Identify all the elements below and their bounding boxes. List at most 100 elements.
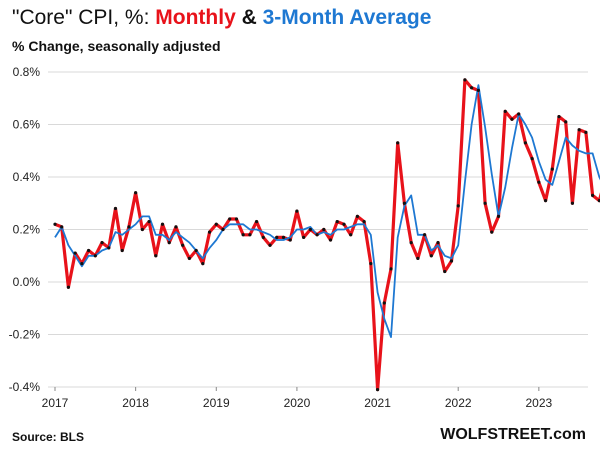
- series-lines: [54, 78, 600, 392]
- monthly-point: [483, 201, 487, 205]
- monthly-point: [436, 241, 440, 245]
- y-tick-label: -0.2%: [9, 328, 41, 342]
- monthly-point: [248, 233, 252, 237]
- monthly-point: [100, 241, 104, 245]
- monthly-point: [80, 262, 84, 266]
- monthly-point: [503, 109, 507, 113]
- x-tick-label: 2023: [525, 396, 552, 410]
- x-tick-label: 2017: [42, 396, 69, 410]
- data-points: [53, 78, 600, 392]
- monthly-point: [154, 254, 158, 258]
- monthly-point: [396, 141, 400, 145]
- monthly-point: [315, 233, 319, 237]
- x-tick-label: 2021: [364, 396, 391, 410]
- x-tick-label: 2018: [122, 396, 149, 410]
- monthly-point: [423, 233, 427, 237]
- monthly-point: [537, 180, 541, 184]
- title-average: 3-Month Average: [262, 6, 432, 29]
- monthly-point: [443, 269, 447, 274]
- monthly-point: [570, 201, 575, 205]
- monthly-point: [335, 220, 339, 224]
- grid-lines: [48, 71, 588, 388]
- monthly-point: [402, 201, 407, 205]
- monthly-point: [342, 222, 346, 226]
- monthly-point: [577, 128, 581, 132]
- monthly-point: [591, 193, 595, 197]
- y-tick-label: 0.2%: [13, 223, 41, 237]
- monthly-point: [93, 254, 97, 258]
- monthly-point: [302, 235, 306, 239]
- monthly-point: [127, 225, 131, 229]
- y-tick-label: 0.8%: [13, 65, 41, 79]
- monthly-point: [496, 214, 501, 218]
- monthly-point: [476, 88, 480, 92]
- source-note: Source: BLS: [12, 430, 85, 444]
- monthly-point: [308, 227, 312, 232]
- monthly-point: [53, 222, 57, 226]
- monthly-point: [275, 235, 279, 239]
- monthly-point: [517, 112, 521, 116]
- monthly-point: [134, 191, 138, 195]
- monthly-point: [375, 388, 380, 392]
- monthly-point: [362, 220, 366, 224]
- x-axis-ticks: 2017 2018 2019 2020 2021 2022 2023: [42, 387, 553, 410]
- monthly-point: [295, 209, 299, 213]
- x-tick-label: 2022: [445, 396, 472, 410]
- monthly-point: [66, 285, 71, 289]
- monthly-point: [147, 220, 151, 224]
- monthly-point: [201, 262, 205, 266]
- monthly-point: [584, 130, 588, 134]
- credit-label: WOLFSTREET.com: [440, 426, 586, 443]
- monthly-point: [221, 227, 225, 232]
- x-tick-label: 2020: [284, 396, 311, 410]
- monthly-point: [429, 254, 433, 258]
- monthly-point: [160, 222, 165, 226]
- monthly-point: [73, 251, 77, 255]
- monthly-point: [261, 235, 265, 239]
- monthly-point: [597, 199, 600, 203]
- monthly-point: [288, 238, 292, 242]
- y-tick-label: -0.4%: [9, 380, 41, 394]
- monthly-point: [174, 225, 178, 229]
- monthly-point: [355, 214, 359, 218]
- monthly-point: [107, 246, 111, 250]
- monthly-point: [349, 233, 353, 237]
- monthly-point: [120, 248, 124, 253]
- title-amp: &: [235, 6, 263, 29]
- chart-subtitle: % Change, seasonally adjusted: [12, 38, 221, 54]
- monthly-point: [550, 167, 554, 171]
- monthly-point: [510, 117, 514, 121]
- chart-title: "Core" CPI, %: Monthly & 3-Month Average: [12, 6, 431, 30]
- monthly-point: [113, 206, 118, 211]
- monthly-point: [382, 301, 386, 305]
- monthly-point: [523, 141, 528, 145]
- monthly-point: [60, 225, 64, 229]
- monthly-point: [369, 262, 373, 266]
- monthly-point: [181, 243, 185, 247]
- monthly-point: [140, 227, 144, 232]
- monthly-point: [409, 241, 413, 245]
- monthly-point: [490, 230, 494, 234]
- monthly-point: [281, 235, 286, 239]
- monthly-point: [564, 120, 568, 124]
- monthly-point: [456, 204, 460, 208]
- monthly-point: [194, 248, 198, 253]
- y-axis-ticks: -0.4% -0.2% 0.0% 0.2% 0.4% 0.6% 0.8%: [9, 65, 41, 394]
- series-line-monthly: [54, 78, 600, 392]
- monthly-point: [557, 115, 561, 119]
- monthly-point: [416, 256, 420, 260]
- monthly-point: [389, 267, 393, 271]
- monthly-point: [255, 220, 259, 224]
- monthly-point: [449, 259, 454, 263]
- title-monthly: Monthly: [155, 6, 236, 29]
- monthly-point: [228, 217, 232, 221]
- y-tick-label: 0.4%: [13, 170, 41, 184]
- monthly-point: [167, 241, 171, 245]
- monthly-point: [543, 199, 548, 203]
- y-tick-label: 0.0%: [13, 275, 41, 289]
- monthly-point: [530, 157, 534, 161]
- monthly-point: [241, 233, 245, 237]
- monthly-point: [322, 227, 326, 232]
- monthly-point: [234, 217, 239, 221]
